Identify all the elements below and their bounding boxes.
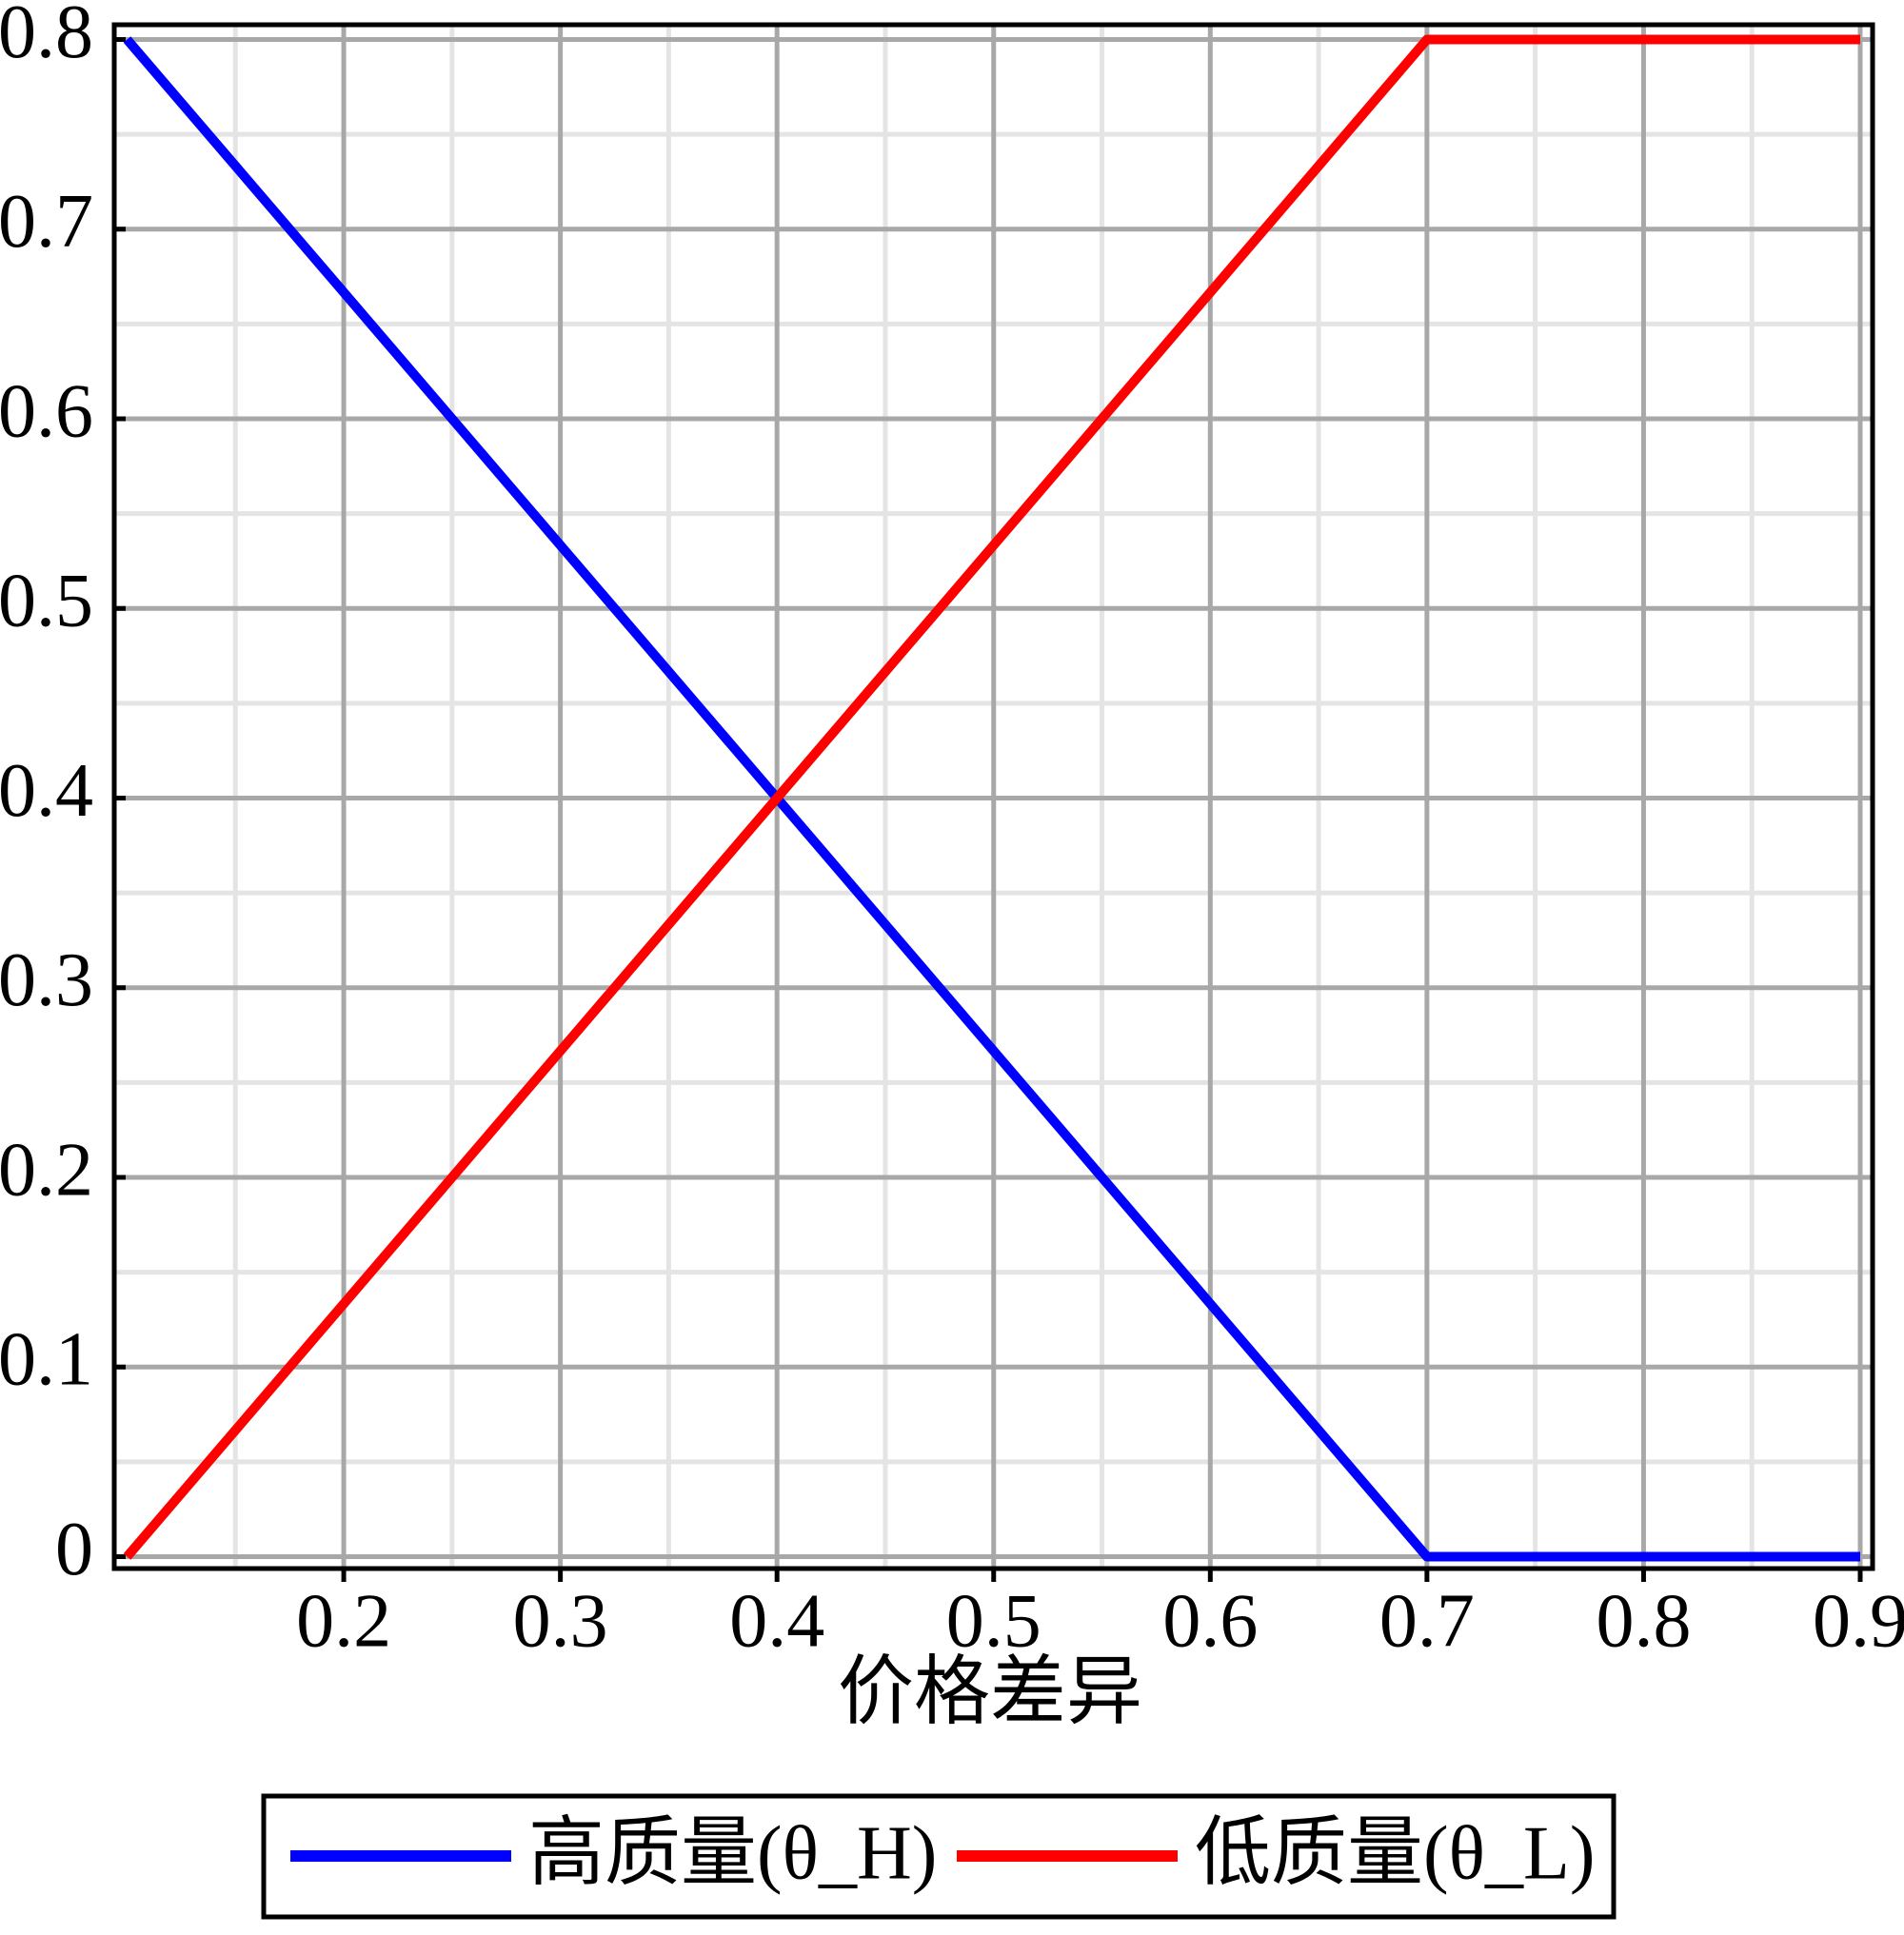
y-tick-label: 0.1: [0, 1318, 93, 1402]
legend-label: 高质量(θ_H): [528, 1811, 937, 1895]
y-tick-label: 0.8: [0, 0, 93, 74]
legend-label: 低质量(θ_L): [1195, 1811, 1595, 1895]
x-tick-label: 0.8: [1596, 1579, 1691, 1663]
x-tick-label: 0.6: [1162, 1579, 1258, 1663]
series-line: [123, 36, 1860, 1562]
x-tick-label: 0.5: [946, 1579, 1041, 1663]
y-tick-label: 0.2: [0, 1128, 93, 1212]
y-tick-label: 0.3: [0, 938, 93, 1022]
x-tick-label: 0.3: [513, 1579, 608, 1663]
y-tick-label: 0.6: [0, 369, 93, 453]
plot-frame: [111, 22, 1875, 1571]
y-tick-label: 0.7: [0, 180, 93, 264]
x-tick-label: 0.9: [1813, 1579, 1904, 1663]
x-tick-label: 0.4: [729, 1579, 824, 1663]
y-tick-label: 0.5: [0, 560, 93, 643]
series-line: [123, 34, 1860, 1560]
x-tick-label: 0.2: [296, 1579, 391, 1663]
y-tick-label: 0: [55, 1508, 93, 1591]
x-axis-label: 价格差异: [838, 1650, 1142, 1734]
y-tick-label: 0.4: [0, 749, 93, 833]
x-tick-label: 0.7: [1379, 1579, 1475, 1663]
